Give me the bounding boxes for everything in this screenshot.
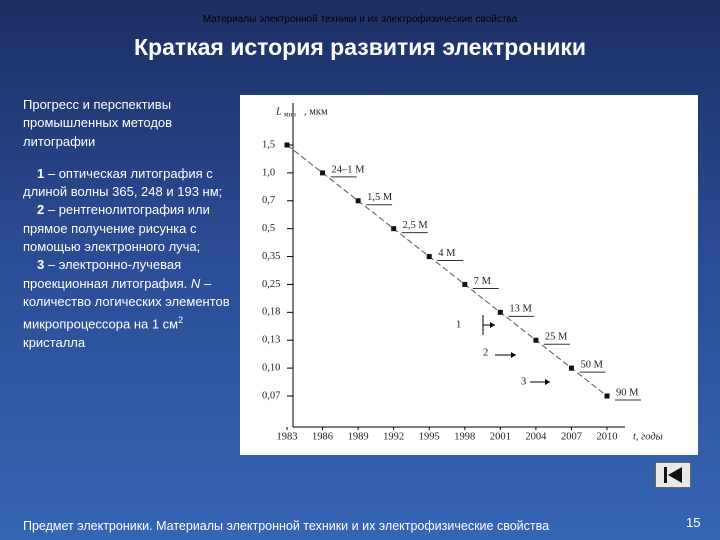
y-axis-label-unit: , мкм: [304, 106, 328, 117]
note-tail: кристалла: [23, 334, 86, 350]
point: [426, 254, 432, 260]
annotation: 2: [483, 347, 488, 358]
point-label: 90 М: [616, 387, 639, 398]
item-text: – оптическая литография с длиной волны 3…: [23, 165, 223, 200]
y-tick-label: 0,35: [262, 251, 280, 262]
x-tick-label: 2007: [561, 431, 582, 442]
x-axis-label: t, годы: [633, 431, 663, 442]
item-text: – электронно-лучевая проекционная литогр…: [23, 257, 188, 291]
point-label: 25 М: [545, 332, 568, 343]
y-tick-label: 0,07: [262, 390, 280, 401]
arrow-head: [545, 379, 550, 385]
chart-background: [240, 95, 698, 455]
item-number: 2: [37, 202, 45, 218]
point-label: 50 М: [580, 360, 603, 371]
description: Прогресс и перспективы промышленных мето…: [23, 96, 235, 352]
annotation: 3: [521, 376, 526, 387]
item-text: – рентгенолитография или прямое получени…: [23, 202, 210, 255]
intro: Прогресс и перспективы промышленных мето…: [23, 97, 173, 149]
note-text: – количество логических элементов микроп…: [23, 275, 230, 332]
x-tick-label: 1986: [312, 431, 333, 442]
point: [355, 198, 361, 204]
point: [604, 393, 610, 399]
item: 3 – электронно-лучевая проекционная лито…: [23, 256, 235, 352]
point-label: 24–1 М: [332, 164, 366, 175]
point: [462, 281, 468, 287]
x-tick-label: 2004: [525, 431, 547, 442]
header: Материалы электронной техники и их элект…: [202, 14, 518, 25]
y-tick-label: 1,5: [262, 139, 275, 150]
x-tick-label: 1992: [383, 431, 404, 442]
y-tick-label: 0,7: [262, 195, 275, 206]
y-tick-label: 0,18: [262, 307, 280, 318]
point-label: 7 М: [474, 276, 492, 287]
x-tick-label: 2010: [597, 431, 618, 442]
point-label: 13 М: [509, 304, 532, 315]
point: [533, 337, 539, 343]
arrow-head: [511, 352, 516, 358]
page-number: 15: [686, 515, 701, 530]
chart: L мин , мкм t, годы 1 2 3 1,5 1,0 0,7 0,5 0,…: [240, 95, 698, 455]
x-tick-label: 1998: [454, 431, 475, 442]
note-sup: 2: [178, 315, 184, 326]
point-label: 1,5 М: [367, 192, 393, 203]
y-tick-label: 0,5: [262, 223, 275, 234]
nav-frame: [655, 462, 691, 488]
note-symbol: N: [190, 275, 201, 291]
point-label: 4 М: [438, 248, 456, 259]
point: [568, 365, 574, 371]
item-number: 3: [37, 257, 45, 273]
point: [391, 226, 397, 232]
title: Краткая история развития электроники: [133, 34, 587, 60]
point-label: 2,5 М: [403, 220, 429, 231]
point: [497, 309, 503, 315]
annotation: 1: [456, 319, 461, 330]
y-axis-label: L: [275, 106, 282, 117]
y-tick-label: 1,0: [262, 167, 275, 178]
footer: Предмет электроники. Материалы электронн…: [23, 519, 550, 533]
x-tick-label: 1995: [419, 431, 440, 442]
point: [284, 142, 290, 148]
x-tick-label: 1989: [348, 431, 369, 442]
y-tick-label: 0,25: [262, 279, 280, 290]
arrow-head: [490, 322, 495, 328]
nav-arrow: [668, 467, 682, 483]
nav-button[interactable]: [655, 462, 691, 488]
x-tick-label: 2001: [490, 431, 511, 442]
y-tick-label: 0,13: [262, 335, 280, 346]
item: 2 – рентгенолитография или прямое получе…: [23, 201, 235, 256]
x-tick-label: 1983: [277, 431, 298, 442]
y-axis-label-sub: мин: [284, 111, 296, 119]
y-tick-label: 0,10: [262, 363, 280, 374]
trend-line: [286, 144, 608, 397]
nav-bar: [664, 467, 667, 483]
item-number: 1: [37, 165, 45, 181]
item: 1 – оптическая литография с длиной волны…: [23, 165, 235, 202]
point: [320, 170, 326, 176]
